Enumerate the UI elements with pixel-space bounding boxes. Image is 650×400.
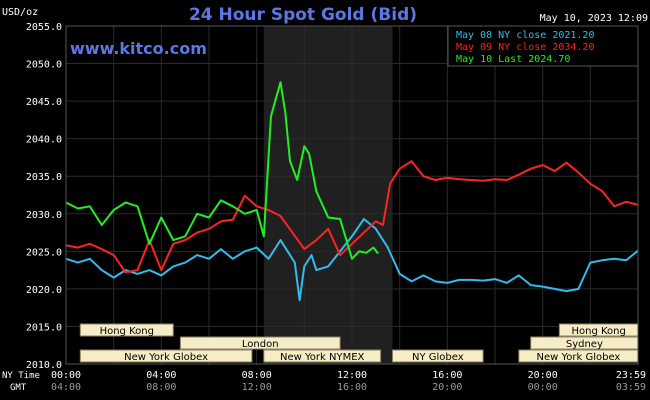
y-tick-label: 2010.0 [26,360,62,371]
session-label: Hong Kong [100,326,154,337]
x-tick-gmt: 04:00 [51,382,81,393]
session-bar [392,349,484,363]
x-tick-gmt: 00:00 [528,382,558,393]
x-tick-gmt: 16:00 [337,382,367,393]
chart-title: 24 Hour Spot Gold (Bid) [189,5,417,25]
session-bar [263,349,382,363]
x-tick-ny: 12:00 [337,370,367,381]
legend: May 08 NY close 2021.20 May 09 NY close … [447,25,639,67]
series-line-2 [65,81,379,260]
y-tick-label: 2035.0 [26,172,62,183]
x-tick-ny: 04:00 [146,370,176,381]
x-tick-ny: 23:59 [616,370,646,381]
x-tick-gmt: 12:00 [242,382,272,393]
y-tick-label: 2015.0 [26,322,62,333]
y-tick-label: 2030.0 [26,210,62,221]
x-tick-ny: 00:00 [51,370,81,381]
y-tick-label: 2020.0 [26,285,62,296]
session-label: NY Globex [412,352,464,363]
x-tick-ny: 16:00 [432,370,462,381]
session-label: Hong Kong [571,326,625,337]
y-tick-label: 2055.0 [26,22,62,33]
x-tick-gmt: 20:00 [432,382,462,393]
y-tick-label: 2050.0 [26,60,62,71]
session-bar [79,349,253,363]
legend-entry-may09: May 09 NY close 2034.20 [456,42,594,53]
series-line-1 [65,160,639,274]
session-label: New York Globex [124,352,208,363]
date-stamp: May 10, 2023 12:09 [540,13,648,24]
session-bar [79,323,174,337]
y-tick-label: 2040.0 [26,135,62,146]
kitco-brand-link[interactable]: www.kitco.com [70,39,207,58]
x-caption-gmt: GMT [10,383,27,393]
y-axis-unit-label: USD/oz [2,7,38,18]
x-tick-gmt: 08:00 [146,382,176,393]
series-line-0 [65,218,639,302]
x-tick-gmt: 03:59 [616,382,646,393]
session-bar [179,336,341,350]
legend-entry-may08: May 08 NY close 2021.20 [456,30,594,41]
session-label: New York Globex [536,352,620,363]
x-tick-ny: 08:00 [242,370,272,381]
y-tick-label: 2025.0 [26,247,62,258]
x-tick-ny: 20:00 [528,370,558,381]
x-caption-ny-time: NY Time [2,371,40,381]
session-label: New York NYMEX [280,352,365,363]
nymex-shaded-region [263,26,393,364]
legend-entry-may10: May 10 Last 2024.70 [456,54,570,65]
y-tick-label: 2045.0 [26,97,62,108]
plot-frame [65,25,639,365]
session-label: London [242,339,279,350]
session-label: Sydney [566,339,603,350]
